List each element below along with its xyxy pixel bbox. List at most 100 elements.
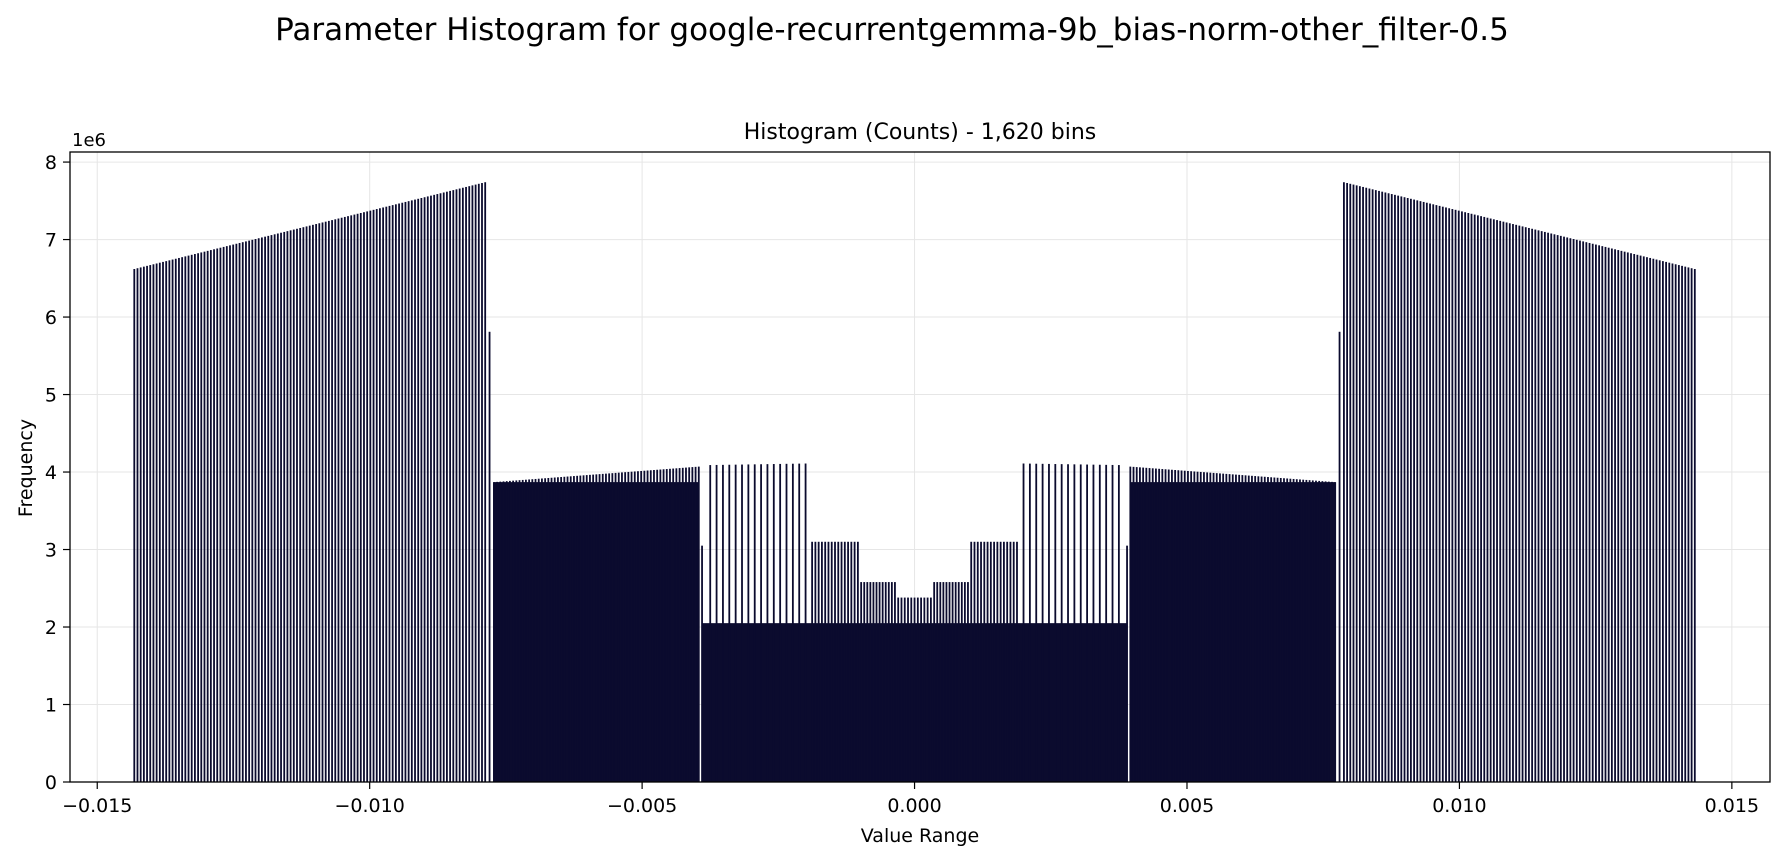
histogram-bar: [1105, 464, 1108, 782]
histogram-bar: [691, 467, 694, 782]
histogram-bar: [766, 464, 769, 782]
histogram-bar: [907, 597, 909, 782]
histogram-bar: [608, 473, 611, 782]
histogram-bar: [923, 597, 926, 782]
histogram-bar: [1012, 541, 1015, 782]
histogram-bar: [747, 464, 750, 782]
histogram-bar: [1677, 265, 1680, 783]
histogram-bar: [569, 476, 572, 782]
histogram-bar: [939, 582, 942, 782]
histogram-bar: [321, 222, 324, 782]
histogram-bar: [601, 473, 604, 782]
histogram-bar: [694, 466, 697, 782]
histogram-bar: [1190, 471, 1193, 782]
histogram-bar: [869, 582, 872, 782]
histogram-bar: [382, 207, 385, 782]
histogram-bar: [133, 269, 136, 782]
histogram-bar: [850, 541, 853, 782]
histogram-bar: [1457, 210, 1460, 782]
histogram-bar: [653, 470, 655, 782]
histogram-bar: [611, 473, 614, 782]
histogram-bar: [142, 266, 145, 783]
histogram-bar: [1238, 474, 1241, 782]
histogram-bar: [837, 541, 840, 782]
histogram-bar: [1524, 227, 1527, 783]
histogram-bar: [1492, 219, 1495, 782]
histogram-bar: [471, 185, 474, 783]
histogram-bar: [1324, 481, 1327, 782]
histogram-bar: [401, 202, 404, 782]
histogram-bar: [1092, 464, 1095, 782]
histogram-bar: [423, 197, 426, 782]
histogram-bar: [1371, 189, 1374, 782]
histogram-bar: [1292, 478, 1295, 782]
histogram-bar: [1534, 229, 1537, 782]
histogram-bar: [863, 582, 866, 782]
histogram-bar: [385, 206, 388, 783]
histogram-bar: [1537, 230, 1540, 782]
histogram-bar: [853, 541, 856, 782]
histogram-bar: [843, 541, 846, 782]
histogram-bar: [528, 479, 531, 782]
histogram-bar: [1588, 242, 1591, 782]
histogram-bar: [493, 482, 495, 782]
y-tick-label: 7: [45, 230, 57, 252]
histogram-bar: [821, 541, 823, 782]
histogram-bar: [292, 229, 295, 782]
histogram-bar: [1135, 467, 1138, 782]
x-tick-label: 0.000: [887, 795, 941, 817]
histogram-bar: [709, 465, 712, 782]
histogram-bar: [1674, 264, 1677, 782]
histogram-bar: [1151, 468, 1154, 782]
histogram-bar: [637, 471, 639, 782]
histogram-bar: [1521, 226, 1524, 783]
histogram-bar: [1579, 240, 1581, 782]
histogram-bar: [1283, 478, 1285, 782]
histogram-bar: [1279, 477, 1282, 782]
histogram-bar: [573, 476, 575, 782]
histogram-bar: [458, 188, 461, 782]
histogram-bar: [741, 464, 743, 782]
histogram-bar: [1464, 212, 1467, 782]
histogram-bar: [232, 244, 235, 782]
histogram-bar: [1111, 464, 1114, 782]
x-tick-label: 0.010: [1432, 795, 1486, 817]
histogram-bar: [897, 597, 900, 782]
histogram-bar: [410, 200, 413, 782]
histogram-bar: [1473, 214, 1476, 782]
histogram-bar: [509, 480, 511, 782]
histogram-bar: [566, 476, 569, 782]
histogram-bar: [817, 541, 820, 782]
histogram-bar: [1196, 471, 1199, 782]
histogram-bar: [1655, 259, 1658, 783]
histogram-bar: [436, 194, 439, 783]
histogram-bar: [1187, 470, 1189, 782]
histogram-bar: [1098, 464, 1101, 782]
histogram-bar: [1572, 239, 1575, 783]
figure-title: Parameter Histogram for google-recurrent…: [275, 12, 1509, 48]
histogram-bar: [531, 479, 534, 782]
histogram-bar: [1362, 186, 1364, 782]
histogram-bar: [178, 257, 180, 783]
histogram-bar: [954, 582, 957, 782]
histogram-bar: [446, 191, 448, 783]
histogram-bar: [1595, 244, 1597, 782]
histogram-bar: [884, 582, 887, 782]
histogram-bar: [1649, 257, 1652, 783]
histogram-bar: [1355, 185, 1358, 783]
y-tick-label: 1: [45, 695, 57, 717]
histogram-bar: [363, 212, 365, 782]
histogram-bar: [980, 541, 982, 782]
histogram-bar: [715, 464, 718, 782]
histogram-bar: [334, 219, 337, 782]
histogram-bar: [1257, 476, 1260, 782]
histogram-bar: [139, 267, 142, 782]
histogram-bar: [200, 252, 203, 782]
y-tick-label: 5: [45, 385, 57, 407]
histogram-bar: [1550, 233, 1553, 782]
histogram-bar: [229, 245, 231, 782]
histogram-bar: [439, 193, 442, 783]
histogram-bar: [1346, 183, 1349, 783]
histogram-bar: [420, 198, 423, 782]
histogram-bar: [1079, 464, 1082, 782]
